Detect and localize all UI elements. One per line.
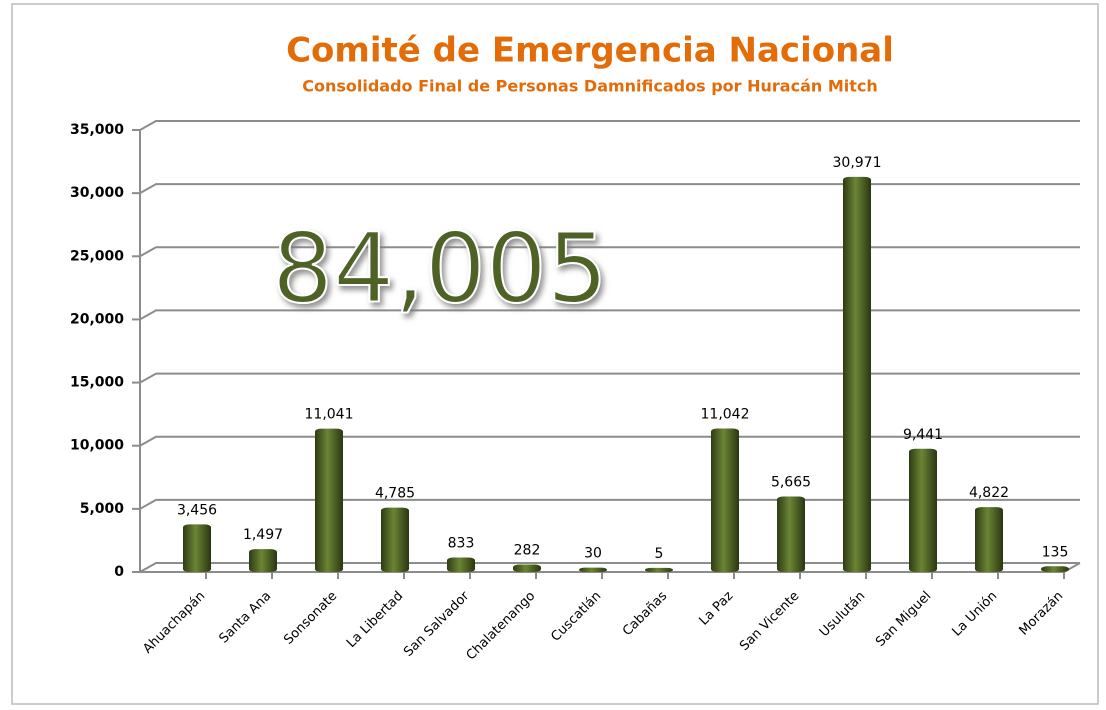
- value-label: 833: [448, 535, 475, 551]
- y-tick-label: 25,000: [70, 248, 124, 264]
- y-tick-label: 10,000: [70, 438, 124, 454]
- bar: [447, 557, 475, 572]
- bar: [513, 564, 541, 572]
- value-label: 5: [655, 546, 664, 562]
- grid-line: [139, 309, 1080, 321]
- value-label: 4,822: [969, 485, 1009, 501]
- grid-line: [139, 372, 1080, 384]
- y-tick-label: 0: [114, 564, 124, 580]
- bar: [381, 507, 409, 572]
- y-tick-label: 30,000: [70, 185, 124, 201]
- value-label: 1,497: [243, 527, 283, 543]
- chart-subtitle: Consolidado Final de Personas Damnificad…: [302, 77, 878, 96]
- bar: [645, 567, 673, 572]
- value-label: 135: [1042, 544, 1069, 560]
- grid-line: [139, 120, 1080, 131]
- value-label: 30,971: [833, 155, 882, 171]
- grid-line: [139, 435, 1080, 447]
- bar: [777, 496, 805, 572]
- grid-line: [139, 183, 1080, 195]
- bar: [975, 507, 1003, 572]
- value-label: 11,042: [701, 407, 750, 423]
- value-label: 11,041: [305, 407, 354, 423]
- chart-frame: [11, 3, 1099, 705]
- bar: [249, 549, 277, 572]
- total-annotation: 84,005: [272, 212, 608, 324]
- grid-line: [139, 498, 1080, 510]
- y-tick-label: 35,000: [70, 122, 124, 138]
- y-tick-label: 5,000: [80, 501, 125, 517]
- grid-line: [139, 562, 1080, 573]
- bar: [315, 428, 343, 572]
- value-label: 9,441: [903, 427, 943, 443]
- bar: [183, 524, 211, 572]
- bar: [909, 448, 937, 572]
- value-label: 3,456: [177, 502, 217, 518]
- value-label: 282: [514, 542, 541, 558]
- grid-line: [139, 246, 1080, 258]
- bar: [711, 428, 739, 572]
- y-tick-label: 20,000: [70, 311, 124, 327]
- value-label: 4,785: [375, 486, 415, 502]
- bar: [843, 176, 871, 573]
- bar: [579, 567, 607, 572]
- value-label: 5,665: [771, 474, 811, 490]
- bar: [1041, 566, 1069, 572]
- chart-title: Comité de Emergencia Nacional: [286, 31, 894, 71]
- y-tick-label: 15,000: [70, 375, 124, 391]
- value-label: 30: [584, 546, 602, 562]
